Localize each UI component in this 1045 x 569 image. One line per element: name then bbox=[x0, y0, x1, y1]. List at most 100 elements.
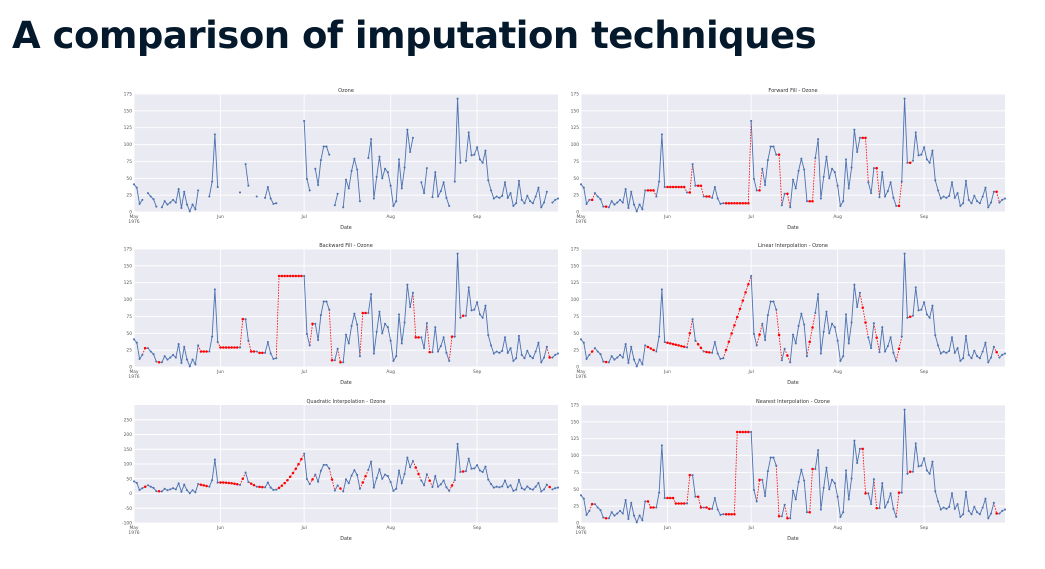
data-point bbox=[554, 487, 557, 490]
data-point bbox=[325, 300, 328, 303]
data-point bbox=[303, 274, 306, 278]
data-point bbox=[180, 490, 183, 493]
y-tick-label: 150 bbox=[124, 108, 133, 114]
imputed-segment bbox=[778, 154, 783, 206]
data-point bbox=[805, 355, 808, 358]
imputed-point bbox=[311, 322, 314, 326]
data-point bbox=[613, 203, 616, 206]
data-point bbox=[635, 210, 638, 213]
data-point bbox=[702, 506, 705, 509]
x-tick-label: Aug bbox=[386, 369, 395, 375]
data-point bbox=[1001, 509, 1004, 512]
data-point bbox=[987, 361, 990, 364]
imputed-point bbox=[241, 477, 245, 480]
data-point bbox=[800, 157, 803, 160]
data-point bbox=[534, 350, 537, 353]
data-point bbox=[925, 313, 928, 316]
data-point bbox=[501, 485, 504, 488]
data-point bbox=[596, 350, 599, 353]
data-point bbox=[392, 204, 395, 207]
imputed-point bbox=[361, 311, 364, 315]
x-tick-label: Sep bbox=[473, 525, 481, 531]
data-point bbox=[135, 481, 138, 484]
imputed-point bbox=[696, 343, 700, 346]
data-point bbox=[163, 487, 166, 490]
imputed-point bbox=[219, 346, 222, 349]
data-point bbox=[655, 195, 658, 198]
data-point bbox=[381, 332, 384, 335]
data-point bbox=[389, 480, 392, 484]
imputed-point bbox=[747, 282, 750, 286]
data-point bbox=[803, 323, 806, 326]
data-point bbox=[791, 178, 795, 181]
imputed-segment bbox=[448, 336, 453, 361]
y-tick-label: 50 bbox=[126, 176, 132, 182]
data-point bbox=[953, 507, 956, 510]
x-tick-label: Jun bbox=[216, 525, 224, 531]
data-point bbox=[325, 145, 328, 148]
data-point bbox=[850, 477, 853, 480]
imputed-point bbox=[864, 321, 867, 324]
data-point bbox=[920, 464, 923, 467]
data-point bbox=[660, 133, 663, 136]
data-point bbox=[663, 341, 666, 344]
data-point bbox=[613, 358, 616, 361]
data-point bbox=[716, 197, 719, 200]
imputed-point bbox=[861, 447, 864, 451]
imputed-segment bbox=[686, 333, 691, 348]
imputed-point bbox=[590, 350, 594, 353]
data-point bbox=[934, 179, 937, 182]
data-point bbox=[638, 358, 641, 361]
data-point bbox=[950, 336, 954, 339]
data-point bbox=[839, 204, 842, 207]
data-point bbox=[964, 179, 967, 183]
data-point bbox=[512, 204, 515, 207]
data-point bbox=[878, 196, 881, 199]
data-point bbox=[906, 161, 909, 164]
data-point bbox=[596, 195, 599, 198]
data-point bbox=[599, 198, 602, 201]
imputed-segment bbox=[412, 292, 417, 338]
data-point bbox=[487, 334, 490, 337]
imputed-segment bbox=[247, 340, 252, 352]
imputed-point bbox=[417, 336, 420, 339]
data-point bbox=[928, 316, 931, 319]
data-point bbox=[950, 181, 954, 184]
data-point bbox=[769, 300, 772, 303]
data-point bbox=[939, 508, 942, 511]
data-point bbox=[934, 334, 937, 337]
imputed-point bbox=[261, 485, 264, 489]
data-point bbox=[545, 190, 548, 193]
imputed-point bbox=[733, 512, 736, 516]
imputed-point bbox=[897, 204, 901, 208]
imputed-segment bbox=[898, 181, 903, 206]
data-point bbox=[478, 469, 481, 472]
data-point bbox=[185, 358, 189, 361]
data-point bbox=[599, 353, 602, 356]
data-point bbox=[814, 312, 817, 315]
data-point bbox=[317, 480, 320, 483]
imputed-point bbox=[241, 317, 245, 321]
imputed-point bbox=[222, 346, 225, 349]
data-point bbox=[456, 442, 459, 445]
data-point bbox=[836, 495, 839, 498]
data-point bbox=[423, 484, 426, 487]
imputed-segment bbox=[862, 307, 866, 323]
imputed-point bbox=[735, 430, 739, 434]
data-point bbox=[716, 352, 719, 355]
data-point bbox=[783, 503, 786, 506]
data-point bbox=[492, 352, 495, 355]
data-point bbox=[987, 517, 990, 520]
data-point bbox=[515, 488, 518, 491]
data-point bbox=[194, 363, 197, 366]
data-point bbox=[333, 204, 336, 207]
data-point bbox=[878, 351, 881, 354]
data-point bbox=[800, 468, 803, 471]
chart-title: Quadratic Interpolation - Ozone bbox=[307, 399, 386, 405]
data-point bbox=[152, 353, 155, 356]
data-point bbox=[403, 166, 406, 169]
data-point bbox=[925, 158, 928, 161]
data-point bbox=[336, 484, 339, 487]
data-point bbox=[842, 511, 845, 514]
